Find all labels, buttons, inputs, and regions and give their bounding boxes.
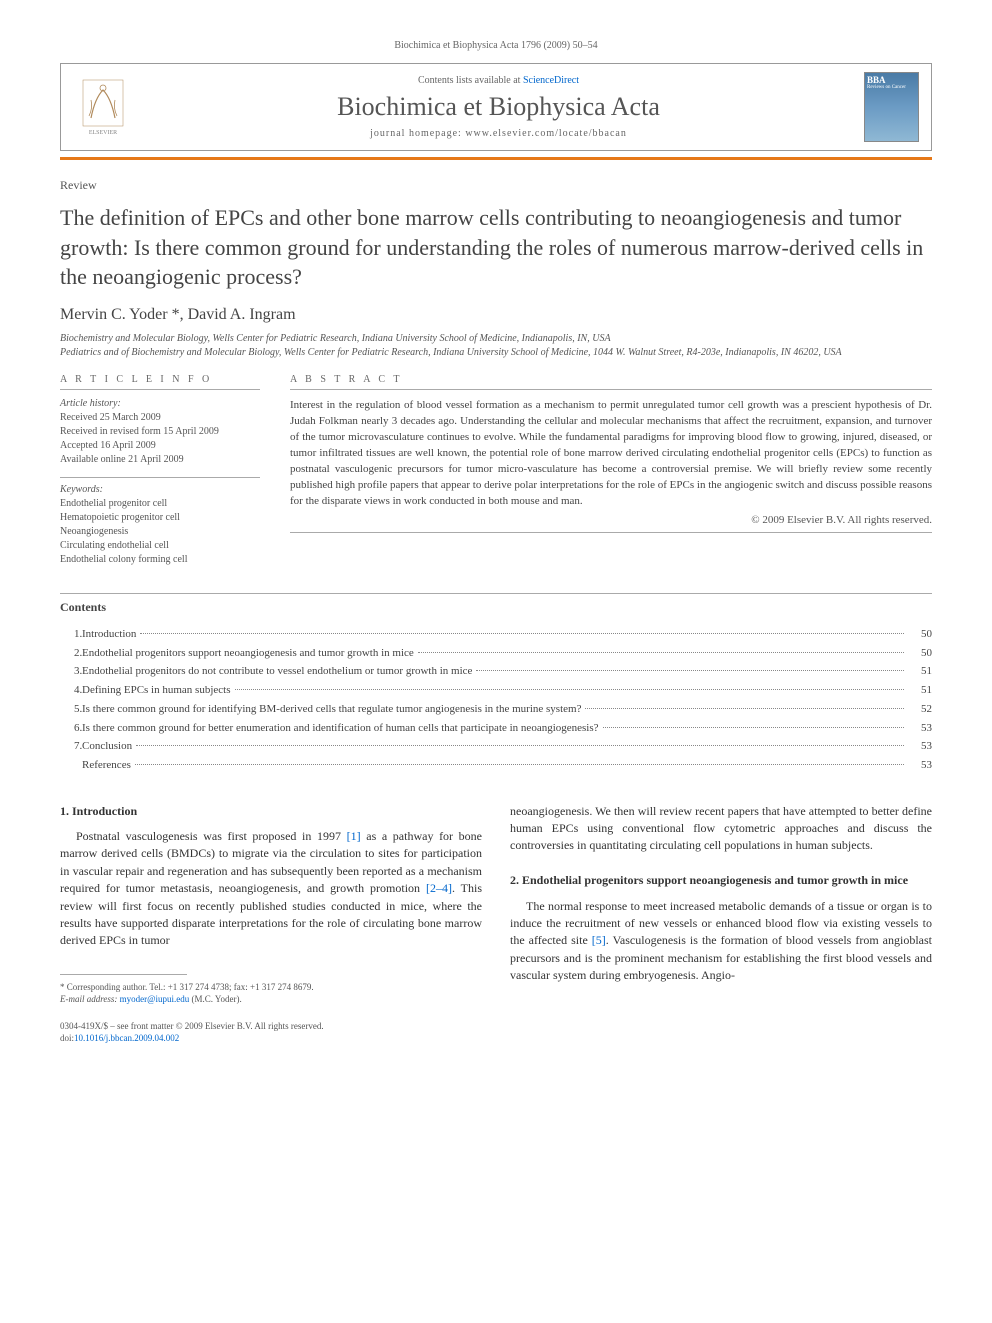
paragraph: Postnatal vasculogenesis was first propo… — [60, 828, 482, 950]
toc-row[interactable]: 6. Is there common ground for better enu… — [60, 719, 932, 738]
history-online: Available online 21 April 2009 — [60, 453, 260, 467]
elsevier-logo: ELSEVIER — [73, 72, 133, 142]
keyword: Endothelial colony forming cell — [60, 553, 260, 567]
section-heading: 1. Introduction — [60, 803, 482, 820]
corresponding-author-footnote: * Corresponding author. Tel.: +1 317 274… — [60, 981, 482, 1006]
doi-link[interactable]: 10.1016/j.bbcan.2009.04.002 — [74, 1033, 179, 1043]
citation-link[interactable]: [5] — [592, 933, 606, 947]
toc-row[interactable]: 3. Endothelial progenitors do not contri… — [60, 662, 932, 681]
body-column-left: 1. Introduction Postnatal vasculogenesis… — [60, 803, 482, 1046]
article-title: The definition of EPCs and other bone ma… — [60, 203, 932, 292]
paragraph: The normal response to meet increased me… — [510, 898, 932, 985]
history-received: Received 25 March 2009 — [60, 411, 260, 425]
contents-heading: Contents — [60, 600, 932, 615]
toc-row[interactable]: 4. Defining EPCs in human subjects 51 — [60, 681, 932, 700]
table-of-contents: 1. Introduction 50 2. Endothelial progen… — [60, 625, 932, 775]
keywords-label: Keywords: — [60, 484, 260, 495]
running-header: Biochimica et Biophysica Acta 1796 (2009… — [60, 40, 932, 51]
keyword: Neoangiogenesis — [60, 525, 260, 539]
journal-masthead: ELSEVIER Contents lists available at Sci… — [60, 63, 932, 151]
article-info-panel: A R T I C L E I N F O Article history: R… — [60, 374, 260, 577]
history-accepted: Accepted 16 April 2009 — [60, 439, 260, 453]
keyword: Circulating endothelial cell — [60, 539, 260, 553]
history-label: Article history: — [60, 398, 260, 409]
toc-row[interactable]: References 53 — [60, 756, 932, 775]
abstract-heading: A B S T R A C T — [290, 374, 932, 390]
section-heading: 2. Endothelial progenitors support neoan… — [510, 872, 932, 889]
keyword: Endothelial progenitor cell — [60, 497, 260, 511]
abstract-copyright: © 2009 Elsevier B.V. All rights reserved… — [290, 514, 932, 526]
toc-row[interactable]: 1. Introduction 50 — [60, 625, 932, 644]
body-column-right: neoangiogenesis. We then will review rec… — [510, 803, 932, 1046]
toc-row[interactable]: 5. Is there common ground for identifyin… — [60, 700, 932, 719]
citation-link[interactable]: [1] — [347, 829, 361, 843]
email-link[interactable]: myoder@iupui.edu — [120, 994, 190, 1004]
journal-homepage: journal homepage: www.elsevier.com/locat… — [133, 128, 864, 139]
history-revised: Received in revised form 15 April 2009 — [60, 425, 260, 439]
contents-available-line: Contents lists available at ScienceDirec… — [133, 75, 864, 86]
abstract-text: Interest in the regulation of blood vess… — [290, 398, 932, 510]
journal-cover-thumbnail: BBA Reviews on Cancer — [864, 72, 919, 142]
keyword: Hematopoietic progenitor cell — [60, 511, 260, 525]
toc-row[interactable]: 2. Endothelial progenitors support neoan… — [60, 644, 932, 663]
sciencedirect-link[interactable]: ScienceDirect — [523, 75, 579, 86]
journal-name: Biochimica et Biophysica Acta — [133, 92, 864, 122]
author-list: Mervin C. Yoder *, David A. Ingram — [60, 306, 932, 324]
footer-info: 0304-419X/$ – see front matter © 2009 El… — [60, 1020, 482, 1045]
toc-row[interactable]: 7. Conclusion 53 — [60, 737, 932, 756]
article-type: Review — [60, 178, 932, 193]
affiliations: Biochemistry and Molecular Biology, Well… — [60, 332, 932, 360]
abstract-panel: A B S T R A C T Interest in the regulati… — [290, 374, 932, 577]
article-info-heading: A R T I C L E I N F O — [60, 374, 260, 390]
paragraph: neoangiogenesis. We then will review rec… — [510, 803, 932, 855]
accent-bar — [60, 157, 932, 160]
citation-link[interactable]: [2–4] — [426, 881, 452, 895]
